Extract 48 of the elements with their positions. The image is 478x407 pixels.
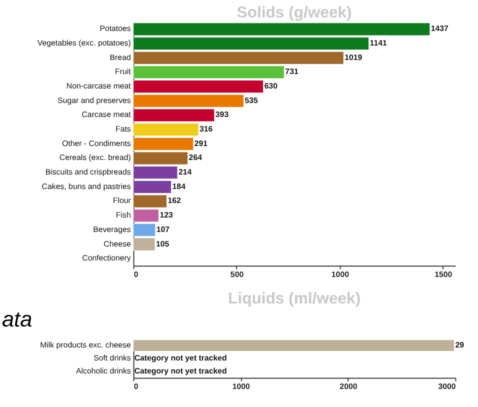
data-label: 630 [264, 82, 278, 91]
y-tick-label: Cakes, buns and pastries [42, 182, 131, 191]
y-tick-label: Milk products exc. cheese [40, 340, 132, 350]
x-tick-label: 0 [134, 270, 139, 279]
y-tick-label: Soft drinks [94, 353, 131, 362]
x-tick-label: 500 [230, 270, 244, 279]
y-tick-label: Carcase meat [82, 110, 132, 120]
data-label: 731 [285, 67, 299, 76]
data-label: 1019 [344, 52, 363, 62]
data-label: 264 [188, 153, 203, 162]
y-tick-label: Sugar and preserves [58, 96, 131, 105]
y-tick-label: Bread [110, 52, 131, 62]
data-label: 393 [215, 110, 230, 120]
text: ata [2, 306, 32, 332]
data-label: 123 [160, 210, 174, 220]
data-label: 184 [172, 182, 186, 191]
y-tick-label: Non-carcase meat [66, 82, 132, 91]
y-tick-label: Potatoes [100, 24, 131, 34]
text: Category not yet tracked [134, 353, 227, 362]
x-tick-label: 1000 [331, 270, 350, 279]
y-tick-label: Fish [116, 210, 131, 220]
y-tick-label: Other - Condiments [62, 138, 131, 148]
data-label: 162 [168, 196, 182, 206]
data-label: 214 [178, 168, 192, 177]
x-tick-label: 3000 [438, 382, 456, 392]
x-tick-label: 1500 [434, 270, 453, 279]
data-label: 535 [244, 96, 259, 105]
y-tick-label: Confectionery [82, 254, 131, 263]
data-label: 107 [156, 224, 170, 234]
y-tick-label: Fruit [115, 67, 132, 76]
x-tick-label: 1000 [232, 382, 251, 392]
y-tick-label: Fats [116, 124, 131, 134]
y-tick-label: Beverages [93, 224, 131, 234]
y-tick-label: Alcoholic drinks [76, 366, 131, 376]
y-tick-label: Biscuits and crispbreads [45, 168, 131, 177]
y-tick-label: Cereals (exc. bread) [59, 153, 132, 162]
x-tick-label: 0 [134, 382, 139, 392]
data-label: 291 [194, 138, 208, 148]
x-tick-label: 2000 [340, 382, 358, 392]
y-tick-label: Vegetables (exc. potatoes) [37, 38, 132, 48]
data-label: 105 [156, 239, 170, 248]
data-label: 1437 [430, 24, 450, 34]
text: Category not yet tracked [134, 366, 227, 376]
data-label: 316 [200, 124, 214, 134]
y-tick-label: Flour [112, 196, 132, 206]
annotation: 29 [455, 340, 465, 350]
data-label: 1141 [370, 38, 388, 48]
y-tick-label: Cheese [104, 239, 132, 248]
